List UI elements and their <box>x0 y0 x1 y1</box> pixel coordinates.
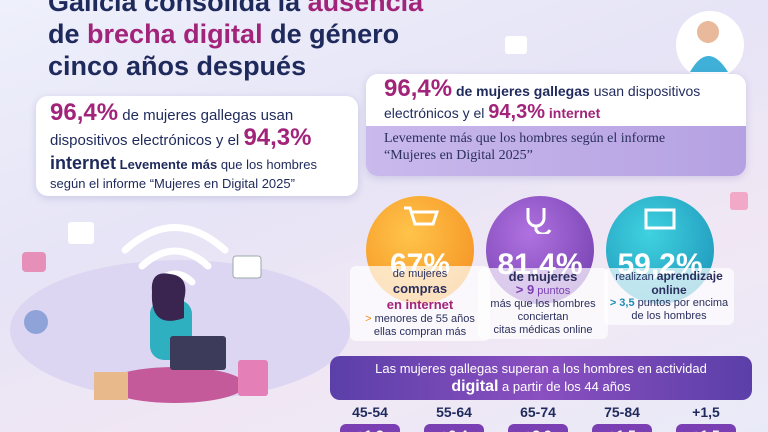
marker: > 3,5 <box>609 297 635 309</box>
text: internet <box>50 153 117 173</box>
age-label: 65-74 <box>520 404 556 420</box>
stat-text: realizan aprendizaje online > 3,5 puntos… <box>604 268 734 325</box>
title-highlight: ausencia <box>307 0 424 17</box>
text: online <box>651 283 687 297</box>
text: de mujeres <box>508 269 578 284</box>
banner-text: Las mujeres gallegas superan a los hombr… <box>375 361 707 376</box>
avatar-head <box>697 21 719 43</box>
age-value: +2,4 <box>424 424 484 432</box>
text: ellas compran más <box>373 326 467 338</box>
text: de mujeres gallegas usan <box>122 107 294 124</box>
age-value: +1,5 <box>592 424 652 432</box>
text: citas médicas online <box>493 324 593 336</box>
stat: 94,3% <box>243 124 312 151</box>
stethoscope-icon <box>526 208 552 236</box>
person-hair <box>151 273 186 321</box>
stat-text: de mujeres compras en internet > menores… <box>350 266 490 341</box>
text: según el informe “Mujeres en Digital 202… <box>50 176 295 191</box>
title-highlight: brecha digital <box>87 19 263 49</box>
text: de los hombres <box>631 310 707 322</box>
text: conciertan <box>517 311 569 323</box>
laptop <box>170 336 226 370</box>
marker: > <box>365 313 372 325</box>
person-legs <box>105 367 245 403</box>
gear-icon <box>24 310 48 334</box>
age-label: +1,5 <box>692 404 720 420</box>
bag <box>238 360 268 396</box>
text: usan dispositivos <box>593 83 701 99</box>
stat: 96,4% <box>384 75 453 102</box>
text: que los hombres <box>220 157 317 172</box>
text: de mujeres gallegas <box>455 83 590 99</box>
heart-icon <box>730 192 748 210</box>
banner-text: a partir de los 44 años <box>502 379 631 394</box>
text: compras <box>392 281 448 296</box>
screen-icon <box>644 208 676 230</box>
avatar-body <box>690 56 728 72</box>
age-label: 55-64 <box>436 404 472 420</box>
text: en internet <box>386 297 454 312</box>
text: de mujeres <box>392 268 448 280</box>
title-text: de género <box>270 19 400 49</box>
text: aprendizaje <box>656 269 723 283</box>
mail-icon <box>232 255 262 279</box>
stat: 94,3% <box>488 101 545 123</box>
text: internet <box>548 105 601 121</box>
text: electrónicos y el <box>384 105 485 121</box>
right-box: 96,4% de mujeres gallegas usan dispositi… <box>366 74 746 176</box>
box <box>94 372 128 400</box>
text: puntos por encima <box>637 297 729 309</box>
stat-text: de mujeres > 9 puntos más que los hombre… <box>478 268 608 339</box>
banner-highlight: digital <box>451 378 499 395</box>
title-text: cinco años después <box>48 51 307 81</box>
text: menores de 55 años <box>374 313 475 325</box>
age-row: 45-54 +1,3 55-64 +2,4 65-74 +3,9 75-84 +1,5 +1,5… <box>340 404 760 432</box>
avatar-bg <box>676 11 744 79</box>
text: puntos <box>537 285 571 297</box>
highlight: Levemente más <box>119 157 218 172</box>
text: dispositivos electrónicos y el <box>50 132 240 149</box>
age-label: 75-84 <box>604 404 640 420</box>
title: Galicia consolida la ausencia de brecha … <box>48 0 423 82</box>
age-label: 45-54 <box>352 404 388 420</box>
text: más que los hombres <box>490 298 596 310</box>
heart-icon <box>505 36 527 54</box>
age-value: +1,3 <box>340 424 400 432</box>
marker: > 9 <box>515 282 535 297</box>
cart-icon <box>404 206 440 226</box>
note: Levemente más que los hombres según el i… <box>384 131 666 146</box>
age-value: +1,5 <box>676 424 736 432</box>
age-value: +3,9 <box>508 424 568 432</box>
stat: 96,4% <box>50 99 119 126</box>
text: realizan <box>615 271 654 283</box>
heart-icon <box>22 252 46 272</box>
title-text: de <box>48 19 80 49</box>
note: “Mujeres en Digital 2025” <box>384 148 533 163</box>
mail-icon <box>68 222 94 244</box>
banner: Las mujeres gallegas superan a los hombr… <box>330 356 752 400</box>
title-text: Galicia consolida la <box>48 0 301 17</box>
left-box: 96,4% de mujeres gallegas usan dispositi… <box>36 96 358 196</box>
